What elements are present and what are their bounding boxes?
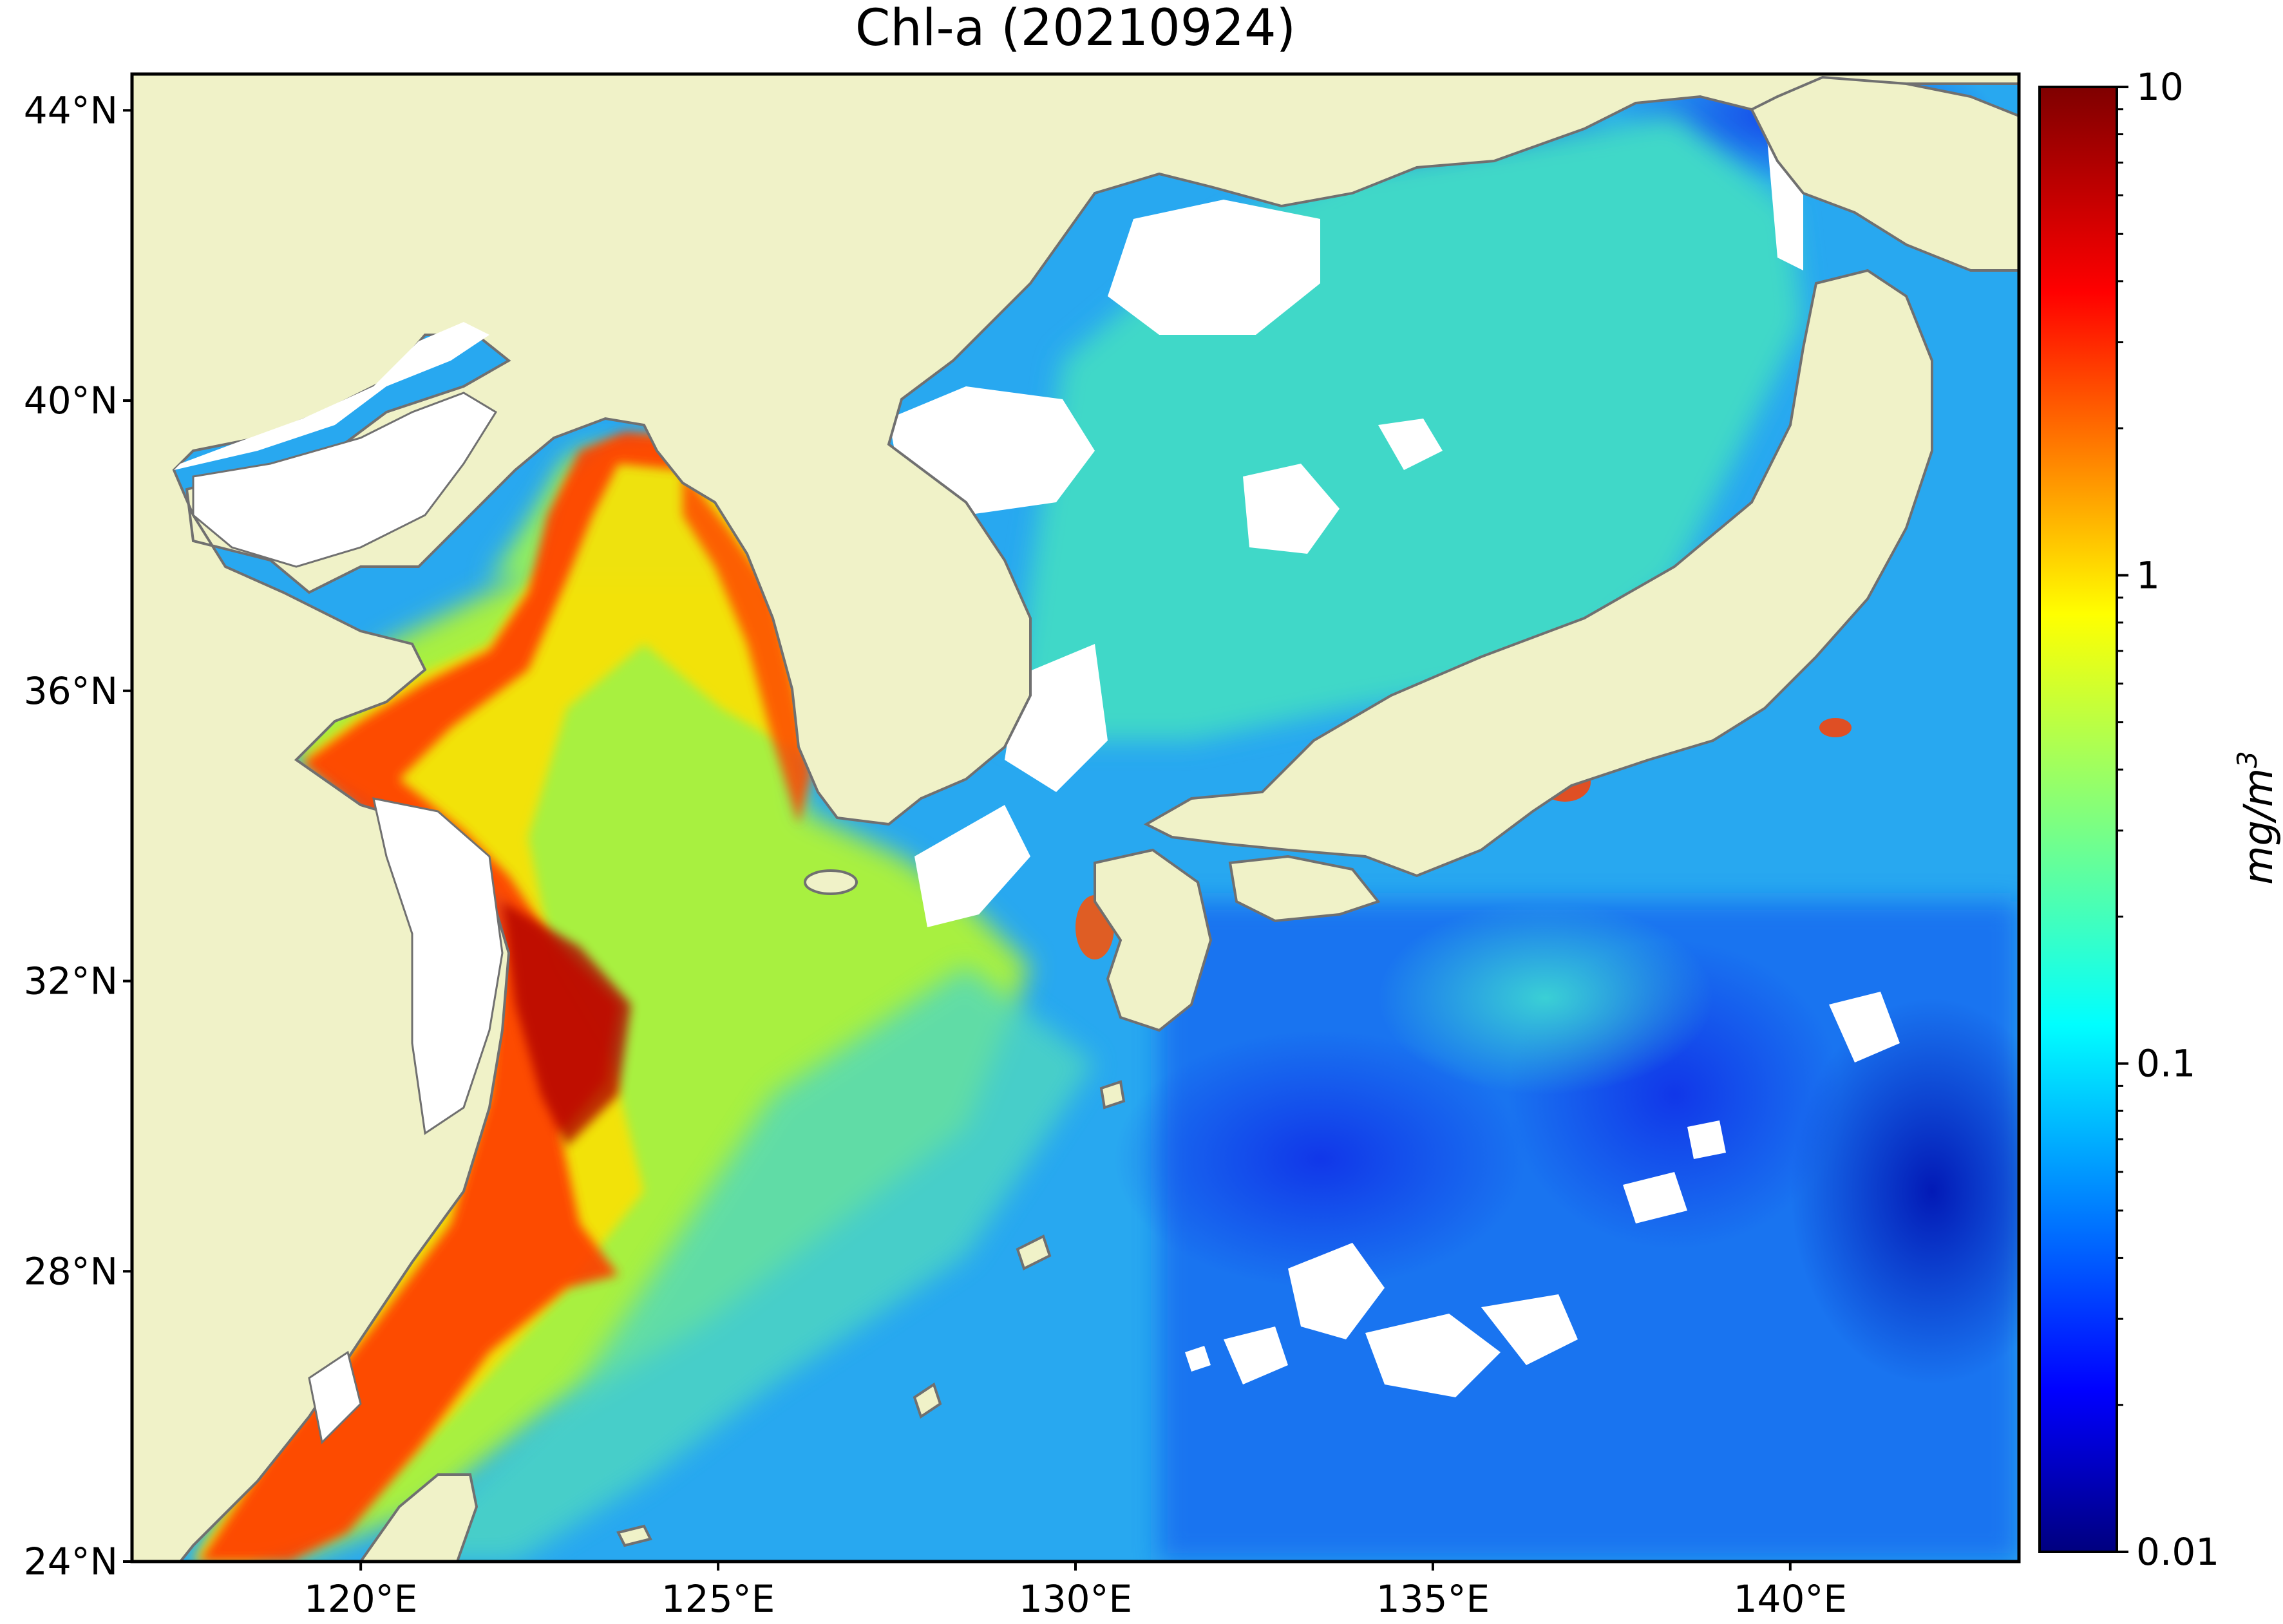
land-honshu [1143, 269, 1933, 878]
map-panel [132, 74, 2019, 1562]
land-ryukyu [913, 1382, 942, 1419]
coastal-high-chl-spot [1819, 718, 1852, 737]
colorbar-tick-label: 10 [2136, 65, 2184, 109]
colorbar-gradient [2038, 86, 2118, 1553]
longitude-tick-label: 130°E [1019, 1577, 1132, 1621]
colorbar-tick-label: 0.1 [2136, 1042, 2195, 1086]
kuroshio-eddy [1378, 902, 1713, 1095]
low-chl-patch [1790, 998, 2019, 1384]
changjiang-plume [502, 902, 631, 1146]
land-taiwan [359, 1473, 478, 1562]
land [132, 74, 2019, 1562]
longitude-axis: 120°E 125°E 130°E 135°E 140°E [304, 1562, 1847, 1621]
longitude-tick-label: 120°E [304, 1577, 417, 1621]
transition-cyan [386, 966, 1095, 1562]
latitude-tick-label: 36°N [24, 669, 118, 713]
land-jeju [804, 869, 858, 895]
longitude-tick-label: 140°E [1734, 1577, 1847, 1621]
colorbar-ticks: 10 1 0.1 0.01 [2117, 65, 2219, 1574]
latitude-tick-label: 40°N [24, 379, 118, 422]
colorbar-tick-label: 1 [2136, 553, 2160, 597]
colorbar-label: mg/m3 [2231, 751, 2282, 885]
land-ryukyu [1099, 1080, 1126, 1109]
land-ryukyu [616, 1524, 652, 1547]
colorbar-tick-label: 0.01 [2136, 1530, 2219, 1574]
latitude-tick-label: 24°N [24, 1540, 118, 1583]
chart-title: Chl-a (20210924) [855, 0, 1296, 57]
low-chl-patch [1114, 1030, 1526, 1288]
land-ryukyu [1016, 1234, 1052, 1270]
latitude-tick-label: 44°N [24, 88, 118, 132]
latitude-axis: 44°N 40°N 36°N 32°N 28°N 24°N [24, 88, 132, 1583]
longitude-tick-label: 135°E [1376, 1577, 1490, 1621]
latitude-tick-label: 28°N [24, 1249, 118, 1293]
land-hokkaido [1750, 75, 2019, 272]
land-shikoku [1228, 854, 1381, 923]
land-kyushu [1094, 848, 1213, 1032]
latitude-tick-label: 32°N [24, 959, 118, 1003]
longitude-tick-label: 125°E [661, 1577, 775, 1621]
coastal-high-chl-korea [683, 470, 811, 824]
coastal-high-chl [200, 431, 708, 1562]
colorbar: 10 1 0.1 0.01 mg/m3 [2038, 65, 2282, 1574]
coastal-no-data [174, 322, 504, 1445]
